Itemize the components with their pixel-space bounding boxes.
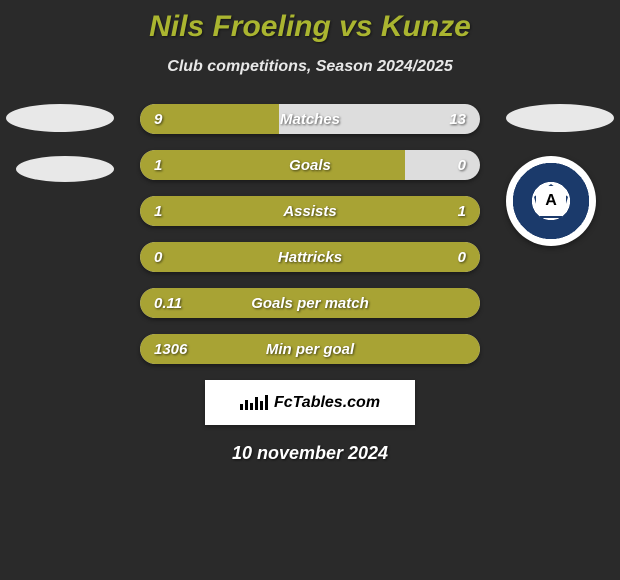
stat-label: Assists	[140, 196, 480, 226]
stat-label: Goals	[140, 150, 480, 180]
stat-bar: 1Assists1	[140, 196, 480, 226]
stat-bar: 0.11Goals per match	[140, 288, 480, 318]
stat-right-value: 1	[458, 196, 466, 226]
club-logo-letter: A	[534, 184, 568, 218]
stat-bar: 1306Min per goal	[140, 334, 480, 364]
stat-label: Min per goal	[140, 334, 480, 364]
left-player-badges	[6, 104, 114, 206]
brand-logo: FcTables.com	[205, 380, 415, 425]
page-subtitle: Club competitions, Season 2024/2025	[0, 58, 620, 76]
brand-chart-icon	[240, 395, 268, 410]
player-avatar-placeholder	[6, 104, 114, 132]
stat-bar: 0Hattricks0	[140, 242, 480, 272]
snapshot-date: 10 november 2024	[0, 443, 620, 464]
club-logo: A	[506, 156, 596, 246]
comparison-chart: A 9Matches131Goals01Assists10Hattricks00…	[0, 104, 620, 364]
stat-right-value: 0	[458, 242, 466, 272]
stat-bar: 1Goals0	[140, 150, 480, 180]
stat-bars: 9Matches131Goals01Assists10Hattricks00.1…	[140, 104, 480, 364]
right-player-badges: A	[506, 104, 614, 246]
player-avatar-placeholder	[506, 104, 614, 132]
player-club-placeholder	[16, 156, 114, 182]
stat-bar: 9Matches13	[140, 104, 480, 134]
brand-name: FcTables.com	[274, 394, 380, 412]
stat-label: Hattricks	[140, 242, 480, 272]
stat-right-value: 0	[458, 150, 466, 180]
page-title: Nils Froeling vs Kunze	[0, 0, 620, 44]
stat-label: Matches	[140, 104, 480, 134]
stat-right-value: 13	[449, 104, 466, 134]
stat-label: Goals per match	[140, 288, 480, 318]
